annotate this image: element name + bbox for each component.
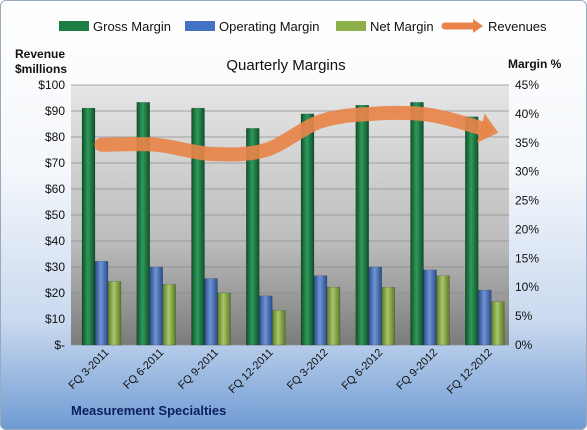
bars — [81, 102, 505, 346]
x-tick-label: FQ 3-2011 — [67, 347, 112, 392]
y-left-tick-label: $- — [54, 338, 65, 352]
bar-net-margin — [381, 286, 395, 346]
legend-label-gross-margin: Gross Margin — [93, 19, 171, 34]
legend-swatch-gross-margin — [59, 21, 89, 31]
y-right-tick-label: 20% — [515, 222, 539, 236]
y-right-tick-label: 5% — [515, 309, 533, 323]
y-left-tick-label: $70 — [45, 156, 65, 170]
bar-operating-margin — [368, 266, 382, 346]
legend-swatch-operating-margin — [185, 21, 215, 31]
revenues-arrowhead — [477, 113, 499, 143]
bar-operating-margin — [149, 266, 163, 346]
y-right-tick-label: 30% — [515, 165, 539, 179]
bar-net-margin — [272, 310, 286, 346]
revenues-line — [94, 105, 492, 162]
bar-gross-margin — [136, 102, 150, 346]
bar-net-margin — [436, 275, 450, 346]
legend-label-operating-margin: Operating Margin — [219, 19, 319, 34]
bar-net-margin — [491, 301, 505, 346]
legend-label-net-margin: Net Margin — [370, 19, 434, 34]
x-tick-label: FQ 9-2012 — [394, 347, 440, 393]
y-left-title-line1: Revenue — [15, 47, 65, 61]
chart-title: Quarterly Margins — [226, 57, 345, 74]
y-right-tick-label: 10% — [515, 280, 539, 294]
y-right-title: Margin % — [508, 57, 562, 71]
revenue-line — [94, 105, 499, 162]
y-right-tick-label: 25% — [515, 194, 539, 208]
bar-gross-margin — [246, 128, 260, 346]
y-left-tick-label: $60 — [45, 182, 65, 196]
legend-arrowhead-revenues — [473, 19, 483, 33]
bar-operating-margin — [313, 275, 328, 346]
y-right-tick-label: 15% — [515, 251, 539, 265]
bar-net-margin — [162, 284, 176, 346]
y-left-title-line2: $millions — [15, 62, 67, 76]
bar-gross-margin — [81, 107, 96, 346]
bar-operating-margin — [423, 269, 437, 346]
y-left-tick-label: $90 — [45, 104, 65, 118]
x-tick-label: FQ 9-2011 — [176, 347, 221, 392]
bar-net-margin — [107, 281, 122, 346]
y-left-tick-label: $10 — [45, 312, 65, 326]
y-left-tick-label: $100 — [38, 78, 65, 92]
x-ticks: FQ 3-2011 FQ 6-2011 FQ 9-2011 FQ 12-2011 FQ … — [67, 347, 495, 397]
bar-operating-margin — [94, 260, 109, 346]
y-right-tick-label: 35% — [515, 136, 539, 150]
x-tick-label: FQ 6-2011 — [121, 347, 166, 392]
bar-gross-margin — [410, 102, 424, 346]
y-right-tick-label: 40% — [515, 107, 539, 121]
y-left-tick-label: $40 — [45, 234, 65, 248]
y-left-tick-label: $50 — [45, 208, 65, 222]
bar-operating-margin — [478, 289, 492, 346]
y-right-ticks: 0% 5% 10% 15% 20% 25% 30% 35% 40% 45% — [515, 78, 539, 352]
y-left-tick-label: $20 — [45, 286, 65, 300]
bar-gross-margin — [465, 116, 479, 346]
y-right-tick-label: 45% — [515, 78, 539, 92]
y-left-ticks: $- $10 $20 $30 $40 $50 $60 $70 $80 $90 $100 — [38, 78, 65, 352]
x-tick-label: FQ 12-2012 — [445, 347, 495, 397]
bar-net-margin — [326, 286, 341, 346]
bar-net-margin — [217, 292, 231, 346]
company-name: Measurement Specialties — [71, 403, 226, 418]
bar-operating-margin — [204, 278, 218, 346]
x-tick-label: FQ 6-2012 — [340, 347, 386, 393]
legend: Gross Margin Operating Margin Net Margin… — [59, 19, 547, 34]
legend-label-revenues: Revenues — [488, 19, 547, 34]
y-left-tick-label: $30 — [45, 260, 65, 274]
bar-gross-margin — [300, 113, 315, 346]
legend-swatch-net-margin — [336, 21, 366, 31]
x-tick-label: FQ 3-2012 — [285, 347, 331, 393]
bar-gross-margin — [355, 104, 369, 346]
x-tick-label: FQ 12-2011 — [226, 347, 275, 396]
bar-gross-margin — [191, 107, 205, 346]
bar-operating-margin — [259, 295, 273, 346]
y-left-tick-label: $80 — [45, 130, 65, 144]
y-right-tick-label: 0% — [515, 338, 533, 352]
